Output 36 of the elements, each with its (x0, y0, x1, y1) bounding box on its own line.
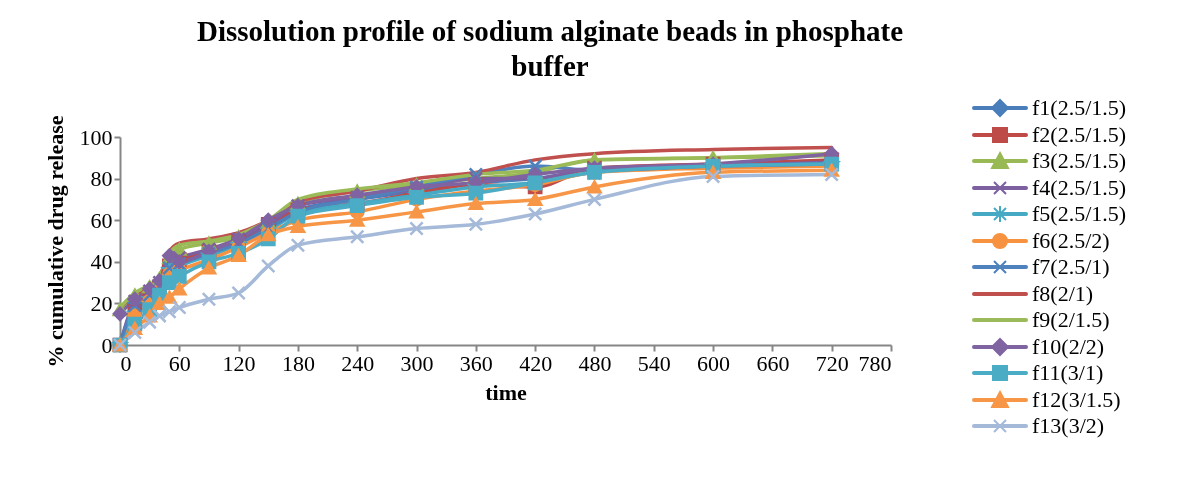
legend-label: f4(2.5/1.5) (1032, 174, 1127, 201)
x-tick-label: 660 (756, 350, 790, 376)
x-tick-label: 0 (120, 350, 132, 376)
x-tick-label: 480 (578, 350, 612, 376)
legend-label: f13(3/2) (1032, 413, 1105, 440)
legend-label: f12(3/1.5) (1032, 386, 1121, 413)
legend-label: f7(2.5/1) (1032, 254, 1110, 281)
x-tick-label: 540 (637, 350, 671, 376)
x-tick-label: 180 (281, 350, 315, 376)
y-tick-label: 60 (90, 207, 113, 233)
legend-label: f8(2/1) (1032, 280, 1094, 307)
y-axis-title: % cumulative drug release (42, 115, 68, 368)
legend-label: f6(2.5/2) (1032, 227, 1110, 254)
legend-label: f10(2/2) (1032, 333, 1105, 360)
y-tick-label: 100 (79, 124, 113, 150)
legend-label: f1(2.5/1.5) (1032, 95, 1127, 122)
x-tick-label: 240 (341, 350, 375, 376)
x-tick-label: 300 (400, 350, 434, 376)
y-tick-label: 40 (90, 249, 113, 275)
x-tick-label: 600 (697, 350, 731, 376)
y-tick-label: 20 (90, 290, 113, 316)
legend-label: f2(2.5/1.5) (1032, 121, 1127, 148)
legend-label: f3(2.5/1.5) (1032, 148, 1127, 175)
x-tick-label: 360 (459, 350, 493, 376)
x-tick-label: 60 (168, 350, 191, 376)
x-tick-label: 780 (858, 350, 892, 376)
y-tick-label: 80 (90, 166, 113, 192)
x-tick-label: 120 (222, 350, 256, 376)
legend-label: f5(2.5/1.5) (1032, 201, 1127, 228)
chart-title: Dissolution profile of sodium alginate beads in phosphate buffer (195, 14, 905, 84)
x-tick-label: 720 (815, 350, 849, 376)
x-tick-label: 420 (519, 350, 553, 376)
legend-label: f11(3/1) (1032, 360, 1104, 387)
x-axis-title: time (485, 379, 527, 405)
y-tick-label: 0 (101, 332, 113, 358)
legend-label: f9(2/1.5) (1032, 307, 1110, 334)
